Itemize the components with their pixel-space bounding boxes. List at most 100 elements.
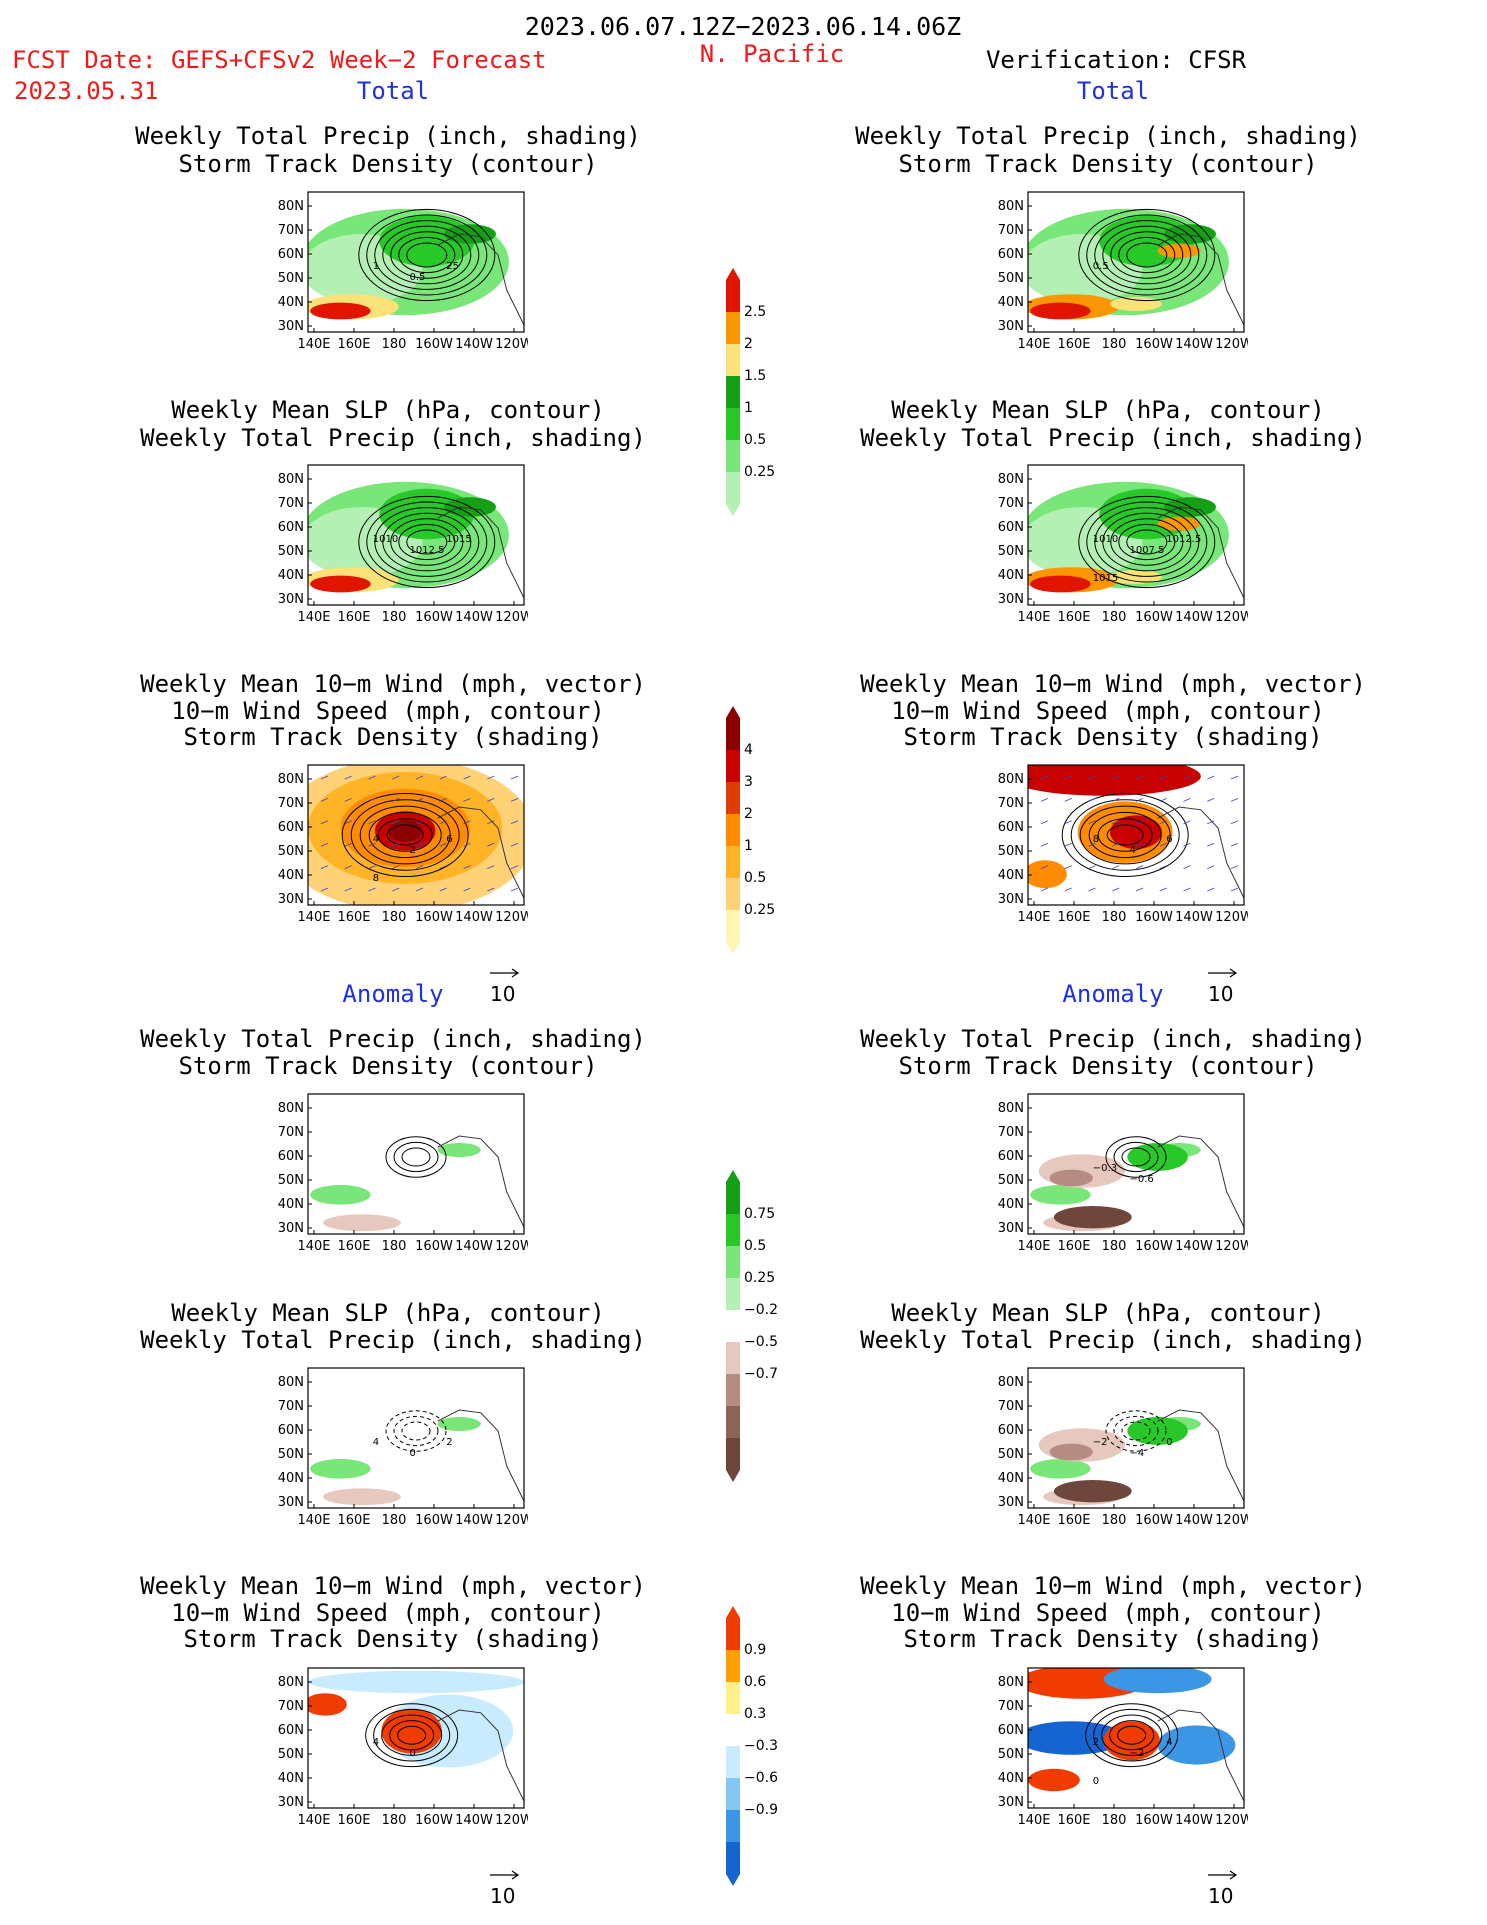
contour-line — [406, 242, 448, 268]
contour-line — [398, 523, 456, 561]
wind-vector — [1207, 798, 1215, 802]
title-l3-a: Weekly Mean 10−m Wind (mph, vector) — [140, 670, 646, 698]
lat-tick-label: 80N — [278, 472, 304, 487]
lat-tick-label: 70N — [998, 223, 1024, 238]
lon-tick-label: 120W — [1215, 610, 1248, 625]
contour-label: 25 — [446, 261, 459, 272]
wind-vector — [320, 775, 329, 780]
lon-tick-label: 180 — [382, 1513, 407, 1528]
colorbar-label: −0.25 — [744, 1302, 778, 1318]
colorbar-label: −0.6 — [744, 1770, 778, 1786]
wind-vector — [392, 775, 400, 780]
wind-vector — [320, 887, 329, 892]
lat-tick-label: 70N — [278, 1699, 304, 1714]
shade-region — [437, 1143, 481, 1157]
lat-tick-label: 30N — [278, 1221, 304, 1236]
contour-label: 1 — [373, 261, 379, 272]
shade-region — [1028, 765, 1201, 796]
lat-tick-label: 70N — [998, 1699, 1024, 1714]
contour-label: 1012.5 — [410, 545, 445, 556]
colorbar-label: −0.3 — [744, 1738, 778, 1754]
lon-tick-label: 140E — [1017, 337, 1050, 352]
wind-vector — [368, 798, 376, 802]
lon-tick-label: 160E — [1057, 1513, 1090, 1528]
map-frame — [307, 191, 525, 333]
colorbar-label: 0.25 — [744, 1270, 775, 1286]
contour-line — [1085, 1703, 1179, 1768]
colorbar-swatch — [726, 878, 740, 910]
lon-tick-label: 180 — [1102, 1813, 1127, 1828]
contour-line — [1093, 1708, 1171, 1762]
lat-tick-label: 50N — [278, 844, 304, 859]
wind-vector — [510, 775, 519, 780]
contour-line — [386, 824, 424, 846]
wind-vector — [487, 887, 495, 892]
lon-tick-label: 120W — [495, 337, 528, 352]
colorbar-label: 0.5 — [744, 870, 766, 886]
lon-tick-label: 120W — [1215, 337, 1248, 352]
shade-region — [1053, 1480, 1132, 1503]
lat-tick-label: 40N — [278, 1471, 304, 1486]
shade-region — [437, 1417, 481, 1431]
coastline — [437, 806, 524, 899]
contour-line — [1113, 1141, 1159, 1173]
wind-vector — [1183, 865, 1191, 869]
wind-vector — [1159, 798, 1167, 802]
wind-vector — [510, 798, 519, 802]
contour-line — [1097, 818, 1153, 852]
contour-label: 0.5 — [410, 272, 426, 283]
colorbar-swatch — [726, 1374, 740, 1406]
contour-line — [382, 512, 472, 572]
lon-tick-label: 180 — [1102, 1513, 1127, 1528]
lon-tick-label: 160E — [337, 610, 370, 625]
vector-ref-label: 10 — [490, 982, 516, 1006]
wind-vector — [1088, 842, 1096, 847]
title-r6-a: Weekly Mean 10−m Wind (mph, vector) — [860, 1572, 1366, 1600]
wind-vector — [463, 865, 471, 869]
title-r3-a: Weekly Mean 10−m Wind (mph, vector) — [860, 670, 1366, 698]
wind-vector — [439, 820, 447, 825]
lat-tick-label: 40N — [998, 1197, 1024, 1212]
fcst-date: 2023.05.31 — [14, 77, 159, 105]
map-panel: 4 2 6 8 80N 70N 60N 50N 40N 30N 140E 160E 180 160W 140… — [258, 761, 528, 931]
wind-vector — [1230, 865, 1239, 869]
wind-vector — [439, 775, 447, 780]
contour-line — [366, 501, 488, 583]
wind-vector — [463, 887, 471, 892]
wind-vector — [1088, 820, 1096, 825]
wind-vector — [1135, 865, 1144, 869]
lon-tick-label: 120W — [495, 910, 528, 925]
lon-tick-label: 180 — [1102, 1239, 1127, 1254]
map-panel: −0.3 −0.6 80N 70N 60N 50N 40N 30N 140E 160E 180 160… — [978, 1090, 1248, 1260]
contour-label: 4 — [1130, 845, 1136, 856]
wind-vector — [487, 775, 495, 780]
contour-line — [1117, 1725, 1147, 1745]
contour-line — [393, 1141, 439, 1173]
shade-region — [1103, 1668, 1212, 1694]
lon-tick-label: 140W — [1175, 1813, 1213, 1828]
lon-tick-label: 140W — [1175, 1239, 1213, 1254]
lat-tick-label: 80N — [998, 472, 1024, 487]
contour-line — [373, 1708, 451, 1762]
contour-line — [1105, 1410, 1167, 1452]
map-svg: 8 4 6 80N 70N 60N 50N 40N 30N 140E 160E 180 160W 140W… — [998, 764, 1248, 925]
colorbar-svg: 4 3 2 1 0.5 0.25 — [726, 706, 775, 954]
lon-tick-label: 180 — [1102, 910, 1127, 925]
wind-vector — [1112, 798, 1120, 802]
map-frame — [307, 764, 525, 906]
contour-label: 0 — [1093, 1776, 1099, 1787]
lon-tick-label: 120W — [1215, 1513, 1248, 1528]
lat-tick-label: 50N — [998, 844, 1024, 859]
wind-vector — [1064, 887, 1072, 892]
contour-line — [374, 507, 480, 577]
title-l4-a: Weekly Total Precip (inch, shading) — [140, 1025, 646, 1053]
wind-vector — [1112, 842, 1120, 847]
contour-line — [350, 799, 460, 871]
colorbar-label: 2 — [744, 806, 753, 822]
wind-vector — [415, 798, 424, 802]
lat-tick-label: 50N — [278, 544, 304, 559]
lon-tick-label: 160W — [1135, 610, 1173, 625]
colorbar-svg: 0.9 0.6 0.3 −0.3 −0.6 −0.9 — [726, 1606, 778, 1886]
map-panel: 0.5 80N 70N 60N 50N 40N 30N 140E 160E 180 160W 140W… — [978, 188, 1248, 358]
